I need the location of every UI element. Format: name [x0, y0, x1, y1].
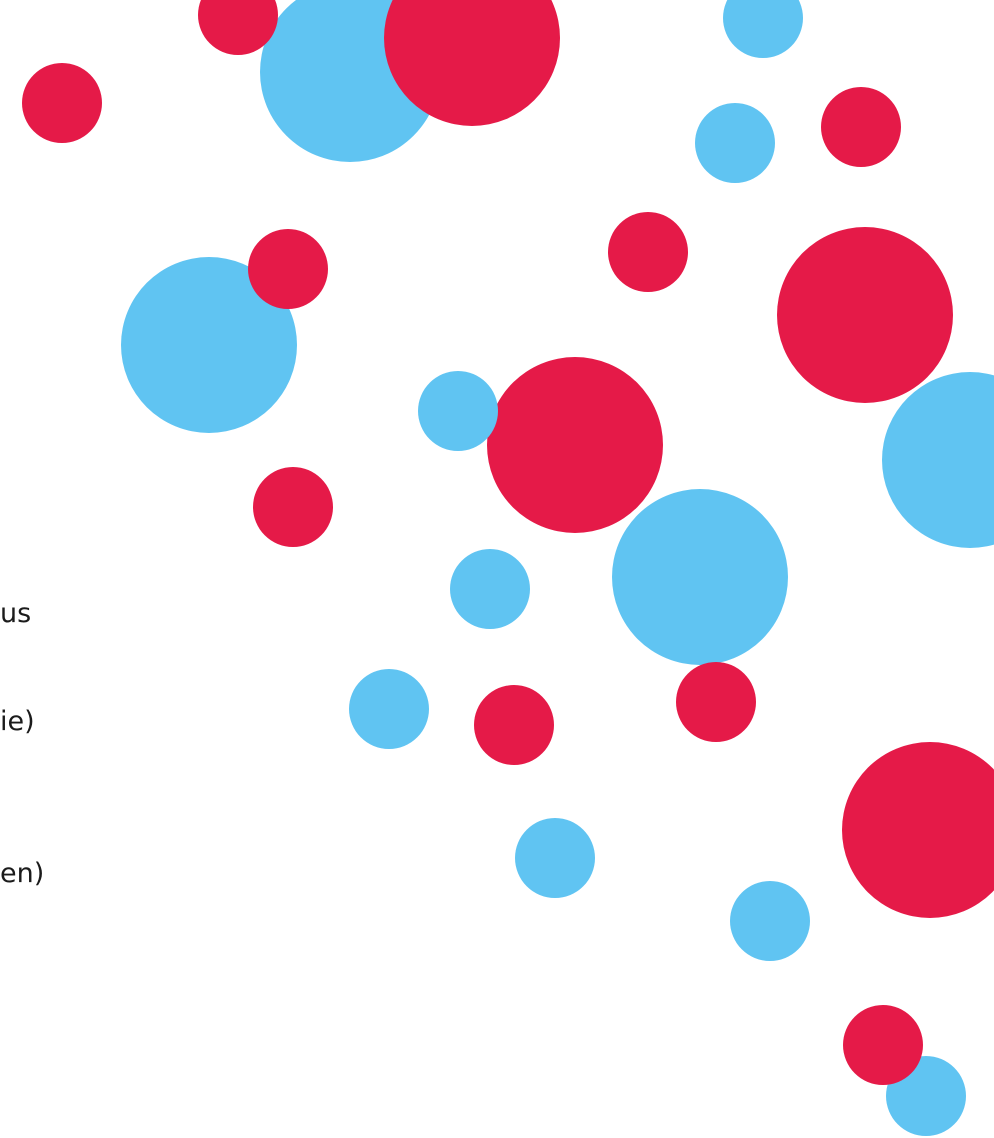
red-bubble — [777, 227, 953, 403]
blue-bubble — [418, 371, 498, 451]
red-bubble — [248, 229, 328, 309]
blue-bubble — [723, 0, 803, 58]
blue-bubble — [515, 818, 595, 898]
red-bubble — [384, 0, 560, 126]
blue-bubble — [612, 489, 788, 665]
blue-bubble — [695, 103, 775, 183]
text-fragment: ie) — [0, 706, 35, 737]
red-bubble — [474, 685, 554, 765]
red-bubble — [843, 1005, 923, 1085]
red-bubble — [676, 662, 756, 742]
text-fragment: us — [0, 598, 32, 629]
blue-bubble — [349, 669, 429, 749]
red-bubble — [608, 212, 688, 292]
red-bubble — [487, 357, 663, 533]
blue-bubble — [882, 372, 994, 548]
blue-bubble — [121, 257, 297, 433]
blue-bubble — [730, 881, 810, 961]
red-bubble — [253, 467, 333, 547]
red-bubble — [821, 87, 901, 167]
red-bubble — [22, 63, 102, 143]
text-fragment: en) — [0, 858, 45, 889]
red-bubble — [842, 742, 994, 918]
red-bubble — [198, 0, 278, 55]
blue-bubble — [450, 549, 530, 629]
